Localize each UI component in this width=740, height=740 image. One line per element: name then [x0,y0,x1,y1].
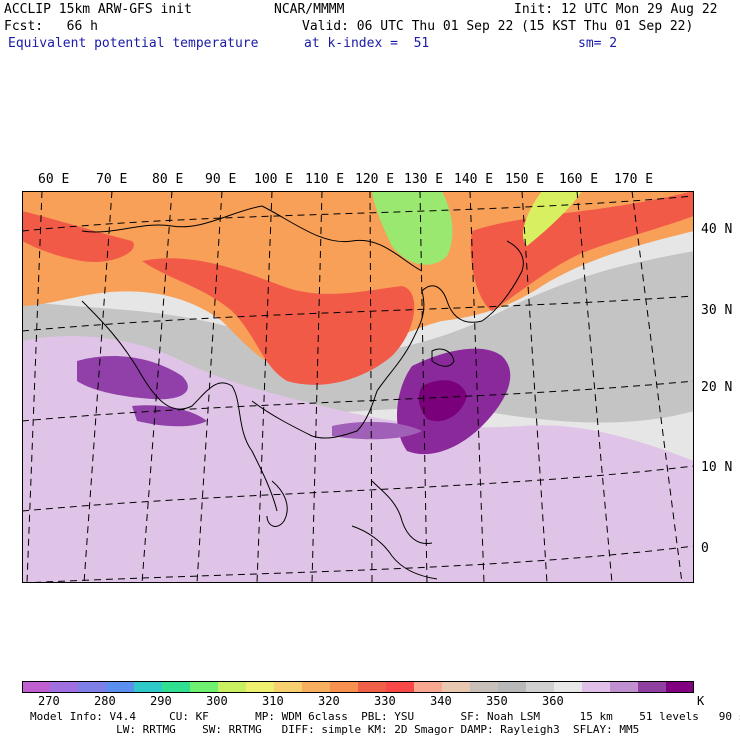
colorbar-tick-label: 330 [374,694,396,708]
colorbar [22,681,694,693]
red-core-west [22,211,134,262]
colorbar-swatch [582,681,611,693]
lon-label: 120 E [355,172,395,187]
colorbar-swatch [50,681,79,693]
variable-name: Equivalent potential temperature [8,36,259,51]
red-core-china [142,258,415,385]
graticule [22,191,694,583]
colorbar-tick-label: 300 [206,694,228,708]
colorbar-swatch [274,681,303,693]
colorbar-swatch [218,681,247,693]
lat-label: 40 N [701,222,733,237]
colorbar-swatch [442,681,471,693]
colorbar-frame [22,681,694,693]
map-frame [22,191,694,583]
lon-label: 100 E [254,172,294,187]
lon-label: 80 E [152,172,184,187]
theta-e-map [22,191,694,583]
lon-label: 150 E [505,172,545,187]
colorbar-swatch [526,681,555,693]
lon-label: 90 E [205,172,237,187]
colorbar-swatch [22,681,51,693]
purple-typhoon-core [418,380,467,422]
lon-label: 70 E [96,172,128,187]
lat-label: 10 N [701,460,733,475]
colorbar-swatch [330,681,359,693]
colorbar-tick-label: 320 [318,694,340,708]
purple-bay [132,405,207,427]
colorbar-tick-label: 280 [94,694,116,708]
purple-strip [332,421,422,440]
coastlines [81,205,524,580]
lat-label: 0 [701,541,709,556]
colorbar-swatch [358,681,387,693]
colorbar-swatch [106,681,135,693]
lon-label: 130 E [404,172,444,187]
colorbar-tick-label: 340 [430,694,452,708]
colorbar-swatch [554,681,583,693]
smoothing-label: sm= 2 [578,36,618,51]
center-label: NCAR/MMMM [274,2,345,17]
colorbar-swatch [246,681,275,693]
lat-label: 30 N [701,303,733,318]
colorbar-unit: K [697,694,705,708]
colorbar-swatch [134,681,163,693]
lon-label: 140 E [454,172,494,187]
model-info-line2: LW: RRTMG SW: RRTMG DIFF: simple KM: 2D … [30,723,640,736]
colorbar-tick-label: 350 [486,694,508,708]
colorbar-tick-label: 290 [150,694,172,708]
colorbar-swatch [190,681,219,693]
green-cool-area [372,191,453,265]
valid-time: Valid: 06 UTC Thu 01 Sep 22 (15 KST Thu … [302,19,694,34]
colorbar-swatch [470,681,499,693]
colorbar-swatch [78,681,107,693]
model-title: ACCLIP 15km ARW-GFS init [4,2,192,17]
colorbar-swatch [498,681,527,693]
level-label: at k-index = 51 [304,36,430,51]
colorbar-swatch [162,681,191,693]
colorbar-tick-label: 270 [38,694,60,708]
lon-label: 170 E [614,172,654,187]
light-purple-tropics [22,336,694,583]
lon-label: 110 E [305,172,345,187]
lon-label: 160 E [559,172,599,187]
forecast-hour: Fcst: 66 h [4,19,98,34]
colorbar-tick-label: 360 [542,694,564,708]
model-info-line1: Model Info: V4.4 CU: KF MP: WDM 6class P… [30,710,740,723]
lat-label: 20 N [701,380,733,395]
colorbar-swatch [666,681,694,693]
lon-label: 60 E [38,172,70,187]
colorbar-tick-label: 310 [262,694,284,708]
init-time: Init: 12 UTC Mon 29 Aug 22 [514,2,718,17]
colorbar-swatch [414,681,443,693]
colorbar-swatch [638,681,667,693]
colorbar-swatch [302,681,331,693]
colorbar-swatch [386,681,415,693]
colorbar-swatch [610,681,639,693]
purple-india [77,356,188,400]
